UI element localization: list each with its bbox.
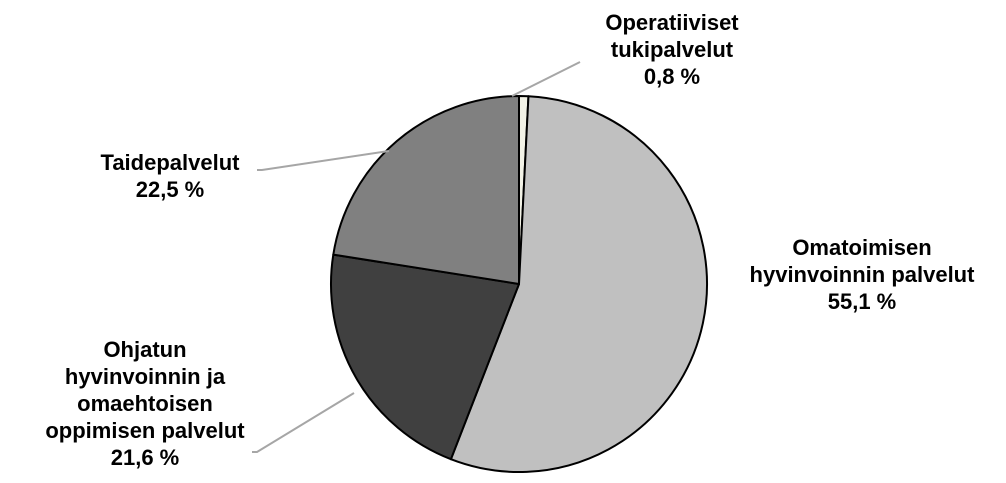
slice-label-1: Omatoimisen hyvinvoinnin palvelut 55,1 %	[750, 235, 976, 314]
slice-category-label: hyvinvoinnin palvelut	[750, 262, 976, 287]
pie-slice-2	[330, 253, 520, 461]
slice-category-label: oppimisen palvelut	[45, 418, 245, 443]
pie-slice-3	[332, 95, 520, 285]
pie-slice-1	[449, 95, 709, 473]
slice-category-label: Ohjatun	[103, 337, 186, 362]
slice-category-label: omaehtoisen	[77, 391, 213, 416]
slice-category-label: hyvinvoinnin ja	[65, 364, 226, 389]
slice-category-label: Taidepalvelut	[101, 150, 241, 175]
slice-category-label: Operatiiviset	[605, 10, 739, 35]
slice-value-label: 0,8 %	[644, 64, 700, 89]
leader-line-0	[511, 61, 581, 97]
slice-label-3: Taidepalvelut 22,5 %	[101, 150, 241, 202]
slice-value-label: 22,5 %	[136, 177, 205, 202]
leader-line-3	[257, 150, 390, 171]
slice-value-label: 21,6 %	[111, 445, 180, 470]
slice-category-label: Omatoimisen	[792, 235, 931, 260]
slice-category-label: tukipalvelut	[611, 37, 734, 62]
slice-label-2: Ohjatun hyvinvoinnin ja omaehtoisen oppimis…	[45, 337, 245, 470]
leader-line-2	[252, 392, 355, 453]
slice-label-0: Operatiiviset tukipalvelut 0,8 %	[605, 10, 739, 89]
slice-value-label: 55,1 %	[828, 289, 897, 314]
